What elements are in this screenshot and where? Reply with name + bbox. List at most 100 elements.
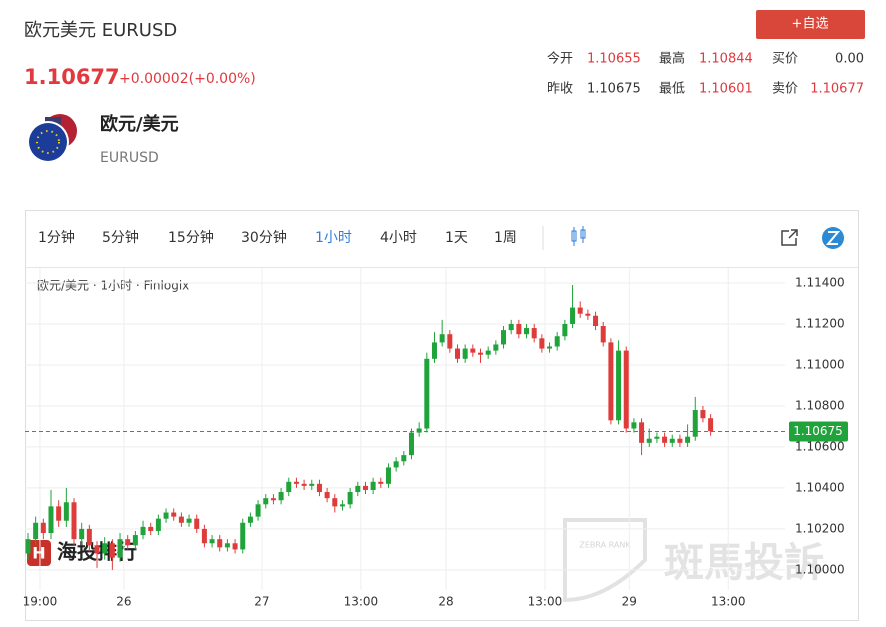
candle-body	[646, 438, 652, 443]
candle-body	[608, 342, 614, 421]
candle-body	[700, 410, 706, 419]
candle-body	[148, 526, 154, 531]
stat-label: 昨收	[547, 82, 573, 97]
x-tick-label: 27	[254, 595, 269, 609]
candle-body	[524, 328, 530, 335]
candle-body	[431, 342, 437, 359]
candle-body	[224, 543, 230, 548]
y-tick-label: 1.11000	[795, 357, 845, 371]
candle-body	[186, 518, 192, 523]
stat-value: 1.10677	[810, 82, 864, 97]
interval-button[interactable]: 1周	[494, 230, 517, 246]
candle-body	[454, 348, 460, 359]
watermark-badge	[563, 518, 647, 603]
stat-label: 最高	[659, 51, 685, 67]
candle-body	[63, 502, 69, 521]
candle-body	[163, 512, 169, 519]
candle-body	[263, 498, 269, 505]
stat-value: 1.10601	[699, 82, 753, 97]
candle-body	[577, 307, 583, 314]
chart-style-icon[interactable]	[571, 226, 586, 246]
interval-button[interactable]: 30分钟	[241, 229, 287, 246]
candle-body	[447, 334, 453, 349]
candle-body	[286, 481, 292, 493]
title: 欧元美元 EURUSD	[24, 20, 177, 41]
candle-body	[209, 539, 215, 544]
candle-body	[462, 348, 468, 359]
interval-button[interactable]: 15分钟	[168, 229, 214, 246]
interval-button[interactable]: 4小时	[380, 230, 417, 246]
y-tick-label: 1.10800	[795, 398, 845, 412]
candle-body	[631, 422, 637, 429]
candle-body	[79, 528, 85, 540]
candle-body	[301, 483, 307, 486]
stat-label: 最低	[659, 82, 685, 97]
interval-button[interactable]: 1小时	[315, 230, 352, 246]
y-tick-label: 1.10400	[795, 480, 845, 494]
candle-body	[478, 352, 484, 355]
candle-body	[339, 504, 345, 507]
candle-body	[416, 428, 422, 433]
candle-body	[293, 481, 299, 484]
candle-body	[278, 492, 284, 501]
candle-body	[140, 526, 146, 536]
candle-body	[40, 522, 46, 534]
candle-body	[554, 336, 560, 347]
last-price-tag	[789, 421, 848, 442]
candle-body	[439, 334, 445, 343]
y-tick-label: 1.11200	[795, 316, 845, 330]
candle-body	[570, 307, 576, 324]
pair-name: 欧元/美元	[100, 113, 179, 135]
candle-body	[470, 348, 476, 353]
candle-body	[309, 483, 315, 486]
candle-body	[155, 518, 161, 531]
stat-value: 0.00	[835, 52, 864, 67]
candle-body	[324, 492, 330, 499]
candle-body	[378, 481, 384, 484]
x-tick-label: 29	[622, 595, 637, 609]
popout-icon[interactable]	[781, 229, 798, 246]
candle-body	[255, 504, 261, 517]
candle-body	[102, 543, 108, 554]
candle-body	[685, 436, 691, 443]
candle-body	[547, 346, 553, 349]
candle-body	[347, 492, 353, 505]
candle-body	[25, 539, 31, 554]
watch-button[interactable]	[756, 10, 865, 39]
candle-body	[639, 422, 645, 443]
candle-body	[86, 528, 92, 546]
candle-body	[508, 323, 514, 331]
x-tick-label: 13:00	[711, 595, 746, 609]
interval-button[interactable]: 1分钟	[38, 229, 75, 246]
candle-body	[48, 506, 54, 534]
candle-body	[33, 522, 39, 540]
stat-label: 买价	[772, 52, 798, 67]
y-tick-label: 1.10200	[795, 521, 845, 535]
candle-body	[385, 467, 391, 484]
candle-body	[240, 522, 246, 550]
flag-icon	[27, 114, 77, 163]
candle-body	[692, 410, 698, 437]
candle-body	[539, 338, 545, 349]
watermark-left: H	[27, 540, 51, 566]
stat-value: 1.10844	[699, 52, 753, 67]
watermark-badge-text: ZEBRA RANK	[579, 541, 631, 550]
brand-icon-mark	[825, 231, 841, 245]
candle-body	[355, 485, 361, 493]
watch-button-label[interactable]: +自选	[792, 17, 829, 32]
candle-body	[408, 432, 414, 456]
stat-label: 卖价	[772, 82, 798, 97]
candle-body	[332, 498, 338, 507]
candle-body	[493, 344, 499, 351]
interval-button[interactable]: 5分钟	[102, 229, 139, 246]
stat-value: 1.10655	[587, 52, 641, 67]
stat-value: 1.10675	[587, 82, 641, 97]
y-tick-label: 1.10000	[795, 562, 845, 576]
candle-body	[201, 528, 207, 544]
interval-button[interactable]: 1天	[445, 230, 468, 246]
x-tick-label: 13:00	[344, 595, 379, 609]
x-tick-label: 28	[438, 595, 453, 609]
y-tick-label: 1.10600	[795, 439, 845, 453]
